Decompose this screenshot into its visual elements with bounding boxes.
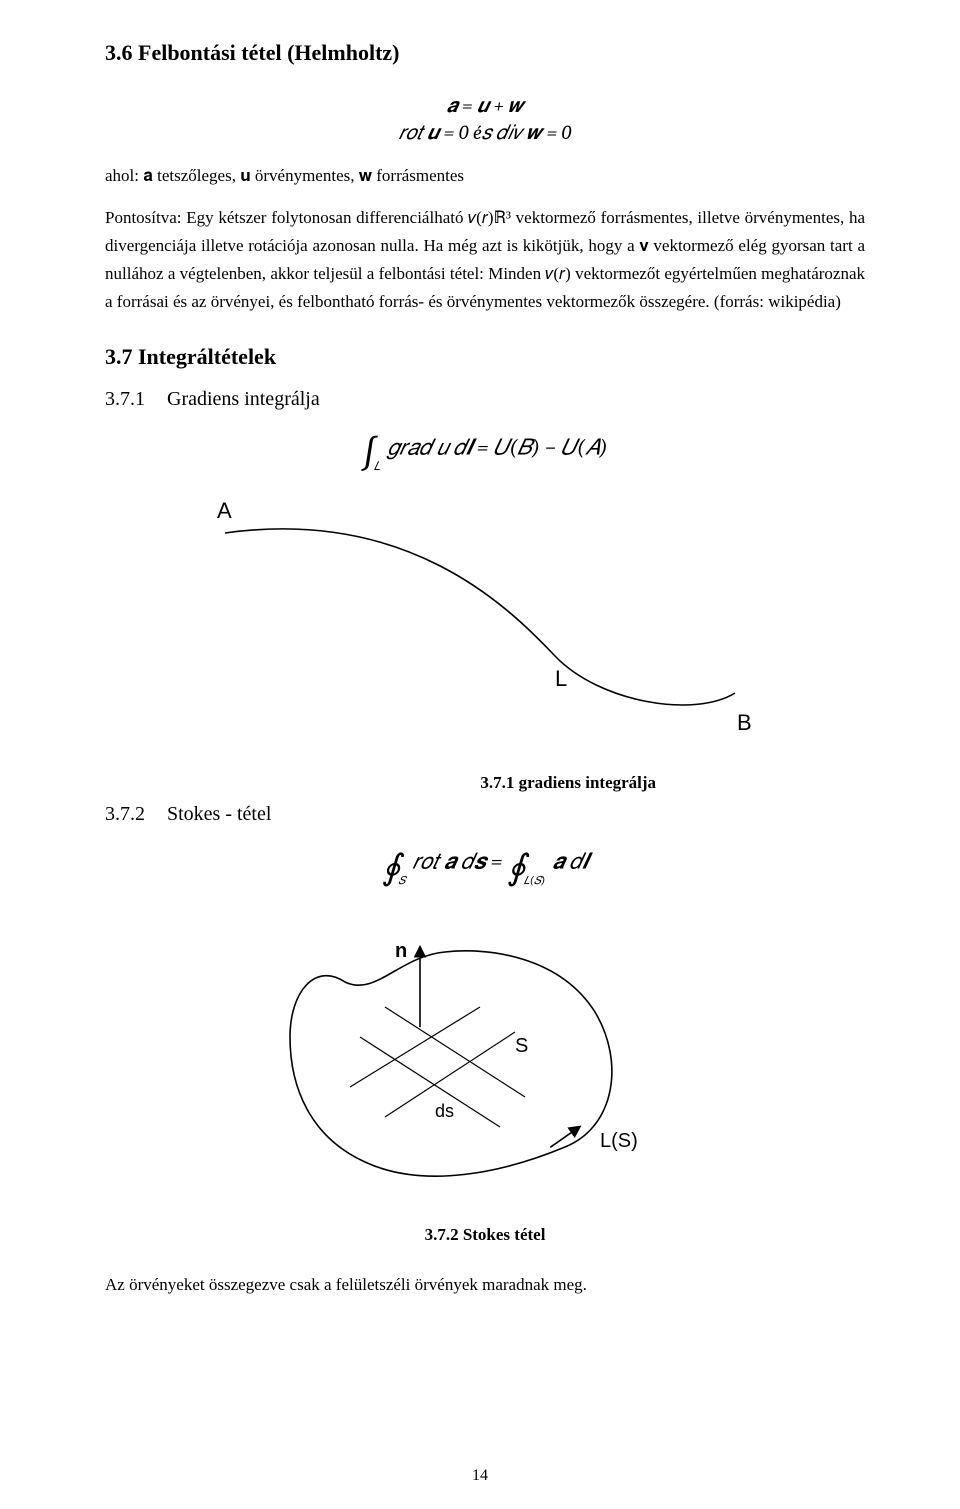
caption-3-7-2: 3.7.2 Stokes tétel [105,1225,865,1245]
figure-gradient-curve: A L B [205,498,765,738]
heading-3-6: 3.6 Felbontási tétel (Helmholtz) [105,40,865,66]
heading-3-7-1-num: 3.7.1 [105,388,167,411]
heading-3-7-2: 3.7.2Stokes - tétel [105,773,271,826]
para-3-6-b: Pontosítva: Egy kétszer folytonosan diff… [105,204,865,316]
svg-text:B: B [737,710,752,735]
equation-decomp-2: 𝑟𝑜𝑡 𝒖 = 0 é𝑠 𝑑𝑖𝑣 𝒘 = 0 [105,121,865,144]
equation-gradient-integral: ∫𝐿 𝑔𝑟𝑎𝑑 𝑢 𝑑𝒍 = 𝑈(𝐵) − 𝑈(𝐴) [105,433,865,474]
svg-text:S: S [515,1035,528,1057]
svg-text:L(S): L(S) [600,1130,638,1152]
svg-text:L: L [555,666,567,691]
para-3-6-a: ahol: 𝐚 tetszőleges, 𝐮 örvénymentes, 𝐰 f… [105,162,865,190]
heading-3-7: 3.7 Integráltételek [105,344,865,370]
equation-decomp-1: 𝒂 = 𝒖 + 𝒘 [105,94,865,117]
heading-3-7-2-num: 3.7.2 [105,803,167,826]
equation-stokes: ∮𝑆 𝑟𝑜𝑡 𝒂 𝑑𝒔 = ∮𝐿(𝑆) 𝒂 𝑑𝒍 [105,847,865,888]
svg-text:n: n [395,940,407,962]
heading-3-7-1: 3.7.1Gradiens integrálja [105,388,865,411]
heading-3-7-2-title: Stokes - tétel [167,803,271,825]
heading-3-7-1-title: Gradiens integrálja [167,388,320,410]
svg-text:ds: ds [435,1101,454,1121]
closing-sentence: Az örvényeket összegezve csak a felülets… [105,1275,865,1295]
page-number: 14 [0,1467,960,1485]
svg-text:A: A [217,498,232,523]
figure-stokes-surface: n Sds L(S) [255,912,715,1192]
